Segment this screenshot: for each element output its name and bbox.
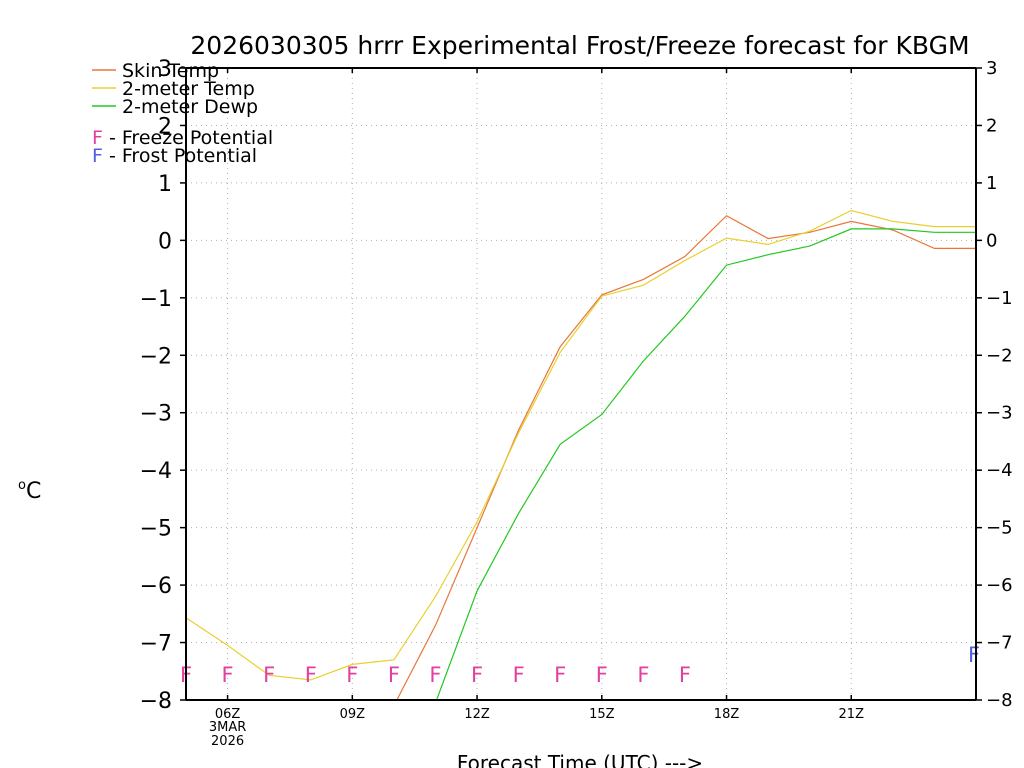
x-tick-label: 06Z xyxy=(215,707,241,722)
y-tick-label-left: −1 xyxy=(140,287,172,312)
legend-freeze-letter: F xyxy=(92,127,103,149)
series-line-2-meter-dewp xyxy=(435,228,976,700)
y-tick-label-right: −7 xyxy=(986,633,1013,654)
freeze-flag: F xyxy=(679,663,691,687)
y-tick-label-right: −8 xyxy=(986,690,1013,711)
freeze-flag: F xyxy=(471,663,483,687)
legend-frost-potential: F - Frost Potential xyxy=(92,145,257,167)
freeze-flag: F xyxy=(429,663,441,687)
freeze-flag: F xyxy=(596,663,608,687)
y-tick-label-left: 0 xyxy=(158,229,172,254)
freeze-flag: F xyxy=(637,663,649,687)
y-tick-label-left: −2 xyxy=(140,344,172,369)
x-tick-label: 12Z xyxy=(464,707,490,722)
grid-layer xyxy=(186,68,976,700)
y-tick-label-right: 1 xyxy=(986,173,997,194)
y-tick-label-left: −3 xyxy=(140,402,172,427)
y-tick-label-left: 2 xyxy=(158,114,172,139)
series-layer xyxy=(186,209,976,700)
x-tick-label: 18Z xyxy=(714,707,740,722)
x-tick-label: 15Z xyxy=(589,707,615,722)
y-tick-label-left: −8 xyxy=(140,689,172,714)
frost-flag: F xyxy=(968,643,980,667)
legend-label-2-meter-temp: 2-meter Temp xyxy=(122,78,255,100)
legend-freeze-potential: F - Freeze Potential xyxy=(92,127,273,149)
legend-label-skin-temp: Skin Temp xyxy=(122,60,219,82)
freeze-flag: F xyxy=(554,663,566,687)
y-tick-label-right: −6 xyxy=(986,575,1013,596)
x-tick-label: 09Z xyxy=(340,707,366,722)
freeze-flag: F xyxy=(263,663,275,687)
freeze-flag: F xyxy=(305,663,317,687)
y-tick-label-left: 3 xyxy=(158,57,172,82)
freeze-flag: F xyxy=(388,663,400,687)
y-axis-label-unit: C xyxy=(26,479,41,504)
x-axis-label: Forecast Time (UTC) ---> xyxy=(457,751,703,768)
x-tick-sublabel-year: 2026 xyxy=(211,734,244,749)
y-tick-label-right: −1 xyxy=(986,288,1013,309)
y-tick-label-right: 0 xyxy=(986,230,997,251)
x-tick-sublabel-date: 3MAR xyxy=(209,720,246,735)
chart-title: 2026030305 hrrr Experimental Frost/Freez… xyxy=(190,31,969,60)
y-tick-label-right: −3 xyxy=(986,403,1013,424)
y-tick-label-left: −4 xyxy=(140,459,172,484)
series-line-2-meter-temp xyxy=(186,209,976,681)
y-tick-label-right: 3 xyxy=(986,58,997,79)
y-tick-label-left: −6 xyxy=(140,574,172,599)
freeze-flag: F xyxy=(346,663,358,687)
y-tick-label-right: −4 xyxy=(986,460,1013,481)
legend-label-2-meter-dewp: 2-meter Dewp xyxy=(122,96,258,118)
y-axis-label: oC xyxy=(18,478,41,504)
y-tick-label-right: −5 xyxy=(986,518,1013,539)
y-tick-label-right: 2 xyxy=(986,115,997,136)
y-tick-label-left: 1 xyxy=(158,172,172,197)
y-tick-label-right: −2 xyxy=(986,345,1013,366)
legend-frost-text: - Frost Potential xyxy=(103,145,257,167)
y-tick-label-left: −7 xyxy=(140,632,172,657)
legend-frost-letter: F xyxy=(92,145,103,167)
series-line-skin-temp xyxy=(396,214,976,700)
x-tick-label: 21Z xyxy=(839,707,865,722)
freeze-flag: F xyxy=(222,663,234,687)
axes-layer: −8 −8 −7 −7 −6 −6 −5 −5 −4 −4 −3 −3 −2 −2 −1 −1 0 0 1 1 2 2 3 3… xyxy=(140,57,1013,749)
y-axis-label-degree: o xyxy=(18,478,26,493)
y-tick-label-left: −5 xyxy=(140,517,172,542)
legend-freeze-text: - Freeze Potential xyxy=(103,127,273,149)
flags-layer: FFFFFFFFFFFFFF xyxy=(180,643,980,687)
freeze-flag: F xyxy=(513,663,525,687)
